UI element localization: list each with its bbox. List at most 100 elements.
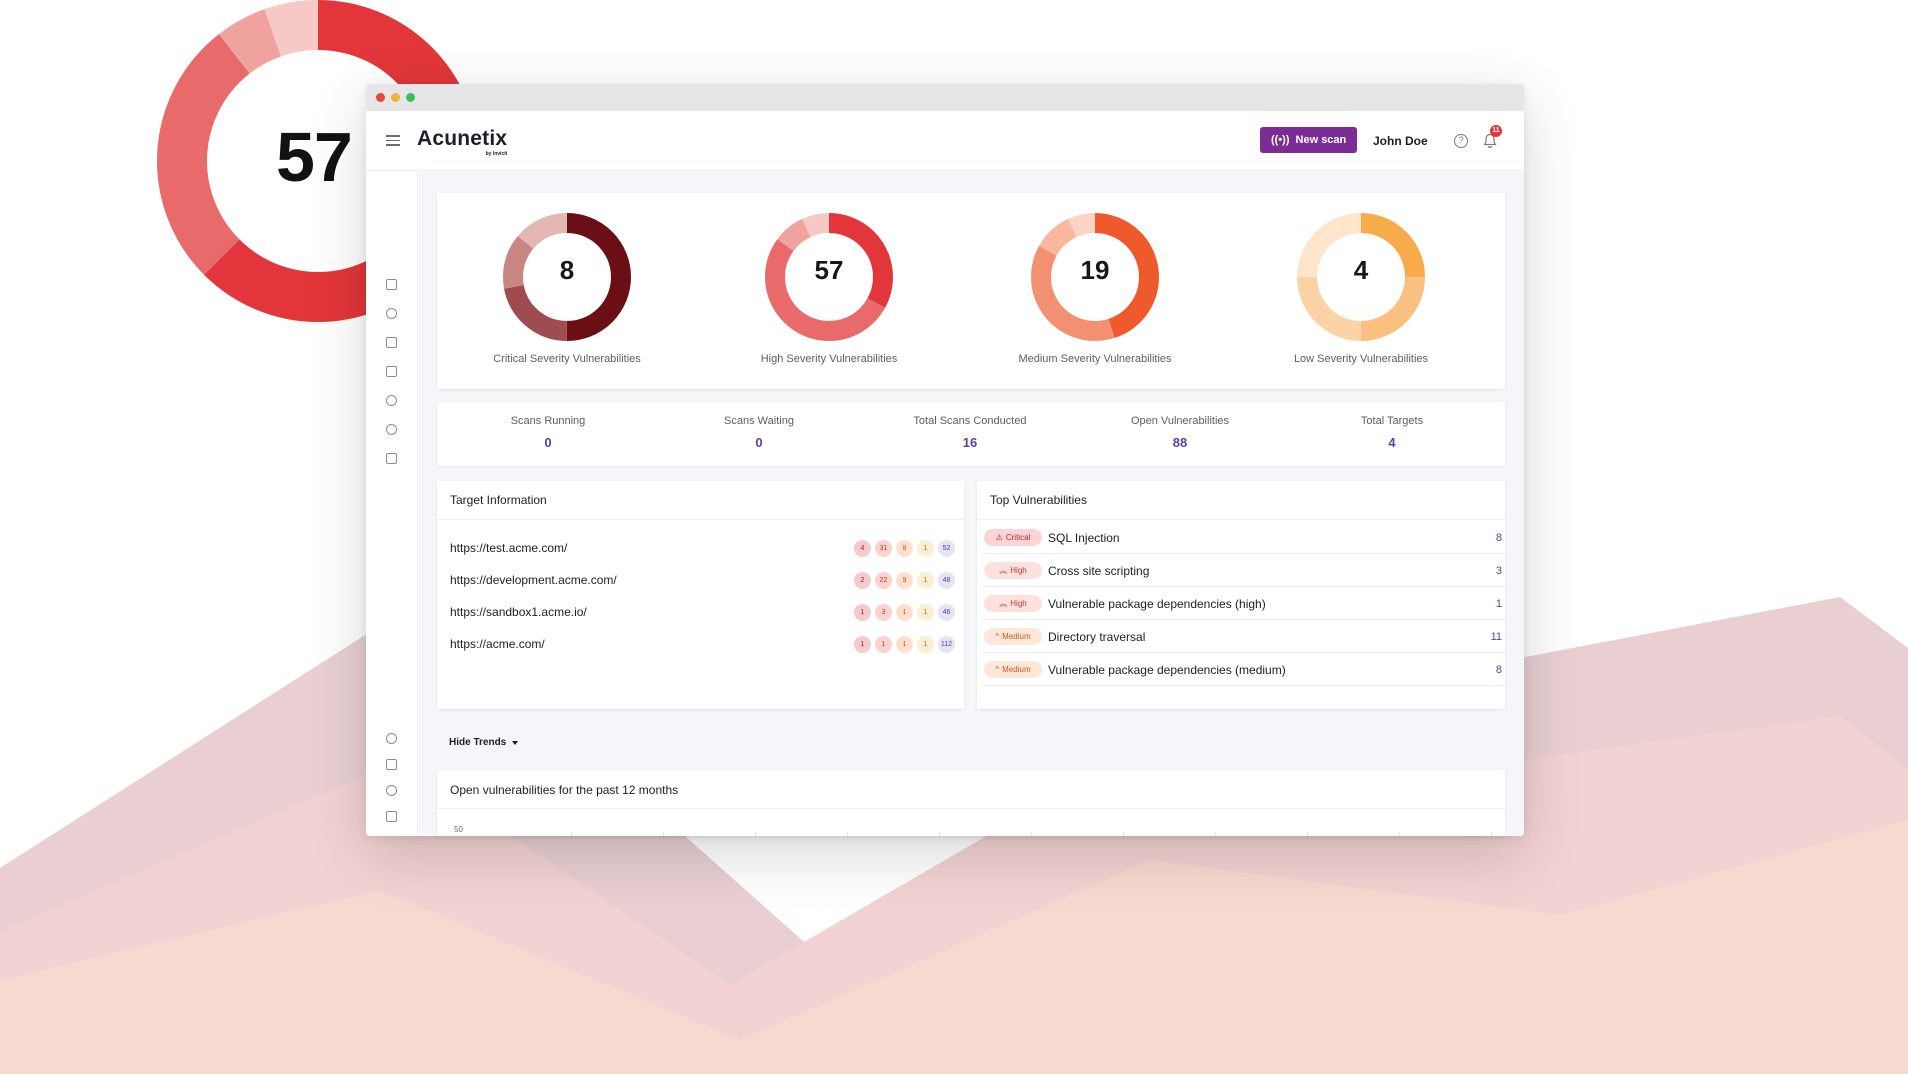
target-row[interactable]: https://development.acme.com/ 2 22 9 1 4… <box>450 569 955 591</box>
stat-scans-running[interactable]: Scans Running 0 <box>448 415 648 450</box>
medium-count: 19 <box>1080 255 1110 285</box>
vulnerability-row[interactable]: ^ Medium Vulnerable package dependencies… <box>982 654 1505 686</box>
low-severity-donut[interactable]: 4 Low Severity Vulnerabilities <box>1251 211 1471 365</box>
target-row[interactable]: https://acme.com/ 1 1 1 1 112 <box>450 633 955 655</box>
severity-badge-medium: ^ Medium <box>984 661 1042 678</box>
double-chevron-up-icon: ︽ <box>999 566 1008 575</box>
help-icon[interactable]: ? <box>1454 134 1468 148</box>
donut-segment <box>1297 213 1425 341</box>
dashboard-icon[interactable] <box>386 279 397 290</box>
caret-down-icon <box>512 740 519 745</box>
medium-label: Medium Severity Vulnerabilities <box>1018 353 1172 365</box>
vulnerability-name[interactable]: Directory traversal <box>1048 629 1146 644</box>
acunetix-logo[interactable]: Acunetix by Invicti <box>417 127 507 157</box>
stat-label: Total Scans Conducted <box>913 415 1027 427</box>
target-url[interactable]: https://test.acme.com/ <box>450 541 568 555</box>
stat-total-targets[interactable]: Total Targets 4 <box>1292 415 1492 450</box>
divider <box>437 808 1505 809</box>
scans-icon[interactable] <box>386 395 397 406</box>
users-icon[interactable] <box>386 424 397 435</box>
info-count-pill: 52 <box>938 539 955 557</box>
vulnerability-row[interactable]: ^ Medium Directory traversal 11 <box>982 621 1505 653</box>
calendar-icon[interactable] <box>386 811 397 822</box>
high-count-pill: 3 <box>875 603 892 621</box>
vulnerability-name[interactable]: Vulnerable package dependencies (medium) <box>1048 662 1286 677</box>
severity-badge-high: ︽ High <box>984 562 1042 579</box>
critical-severity-donut[interactable]: 8 Critical Severity Vulnerabilities <box>457 211 677 365</box>
close-window-dot[interactable] <box>376 93 385 102</box>
info-count-pill: 48 <box>938 571 955 589</box>
info-count-pill: 112 <box>938 635 955 653</box>
user-name[interactable]: John Doe <box>1373 134 1428 148</box>
vulnerability-row[interactable]: ︽ High Vulnerable package dependencies (… <box>982 588 1505 620</box>
info-count-pill: 46 <box>938 603 955 621</box>
high-count-pill: 31 <box>875 539 892 557</box>
vulnerability-count[interactable]: 1 <box>1495 597 1502 610</box>
target-row[interactable]: https://sandbox1.acme.io/ 1 3 1 1 46 <box>450 601 955 623</box>
donut-segment <box>765 213 893 341</box>
high-count-pill: 22 <box>875 571 892 589</box>
reports-icon[interactable] <box>386 453 397 464</box>
gridline <box>1491 832 1492 836</box>
severity-text: High <box>1010 599 1027 608</box>
vulnerability-row[interactable]: ⚠ Critical SQL Injection 8 <box>982 522 1505 554</box>
minimize-window-dot[interactable] <box>391 93 400 102</box>
vulnerability-name[interactable]: Cross site scripting <box>1048 563 1150 578</box>
low-count-pill: 1 <box>917 539 934 557</box>
target-row[interactable]: https://test.acme.com/ 4 31 8 1 52 <box>450 537 955 559</box>
window-titlebar <box>366 84 1524 111</box>
vulnerability-count[interactable]: 3 <box>1495 564 1502 577</box>
donut-segment <box>765 213 893 341</box>
clock-icon[interactable] <box>386 785 397 796</box>
hide-trends-toggle[interactable]: Hide Trends <box>449 737 519 748</box>
stat-label: Open Vulnerabilities <box>1130 415 1230 427</box>
high-severity-donut[interactable]: 57 High Severity Vulnerabilities <box>719 211 939 365</box>
hamburger-menu-icon[interactable] <box>386 135 400 146</box>
stat-value: 16 <box>962 435 978 450</box>
target-url[interactable]: https://development.acme.com/ <box>450 573 617 587</box>
vulnerability-row[interactable]: ︽ High Cross site scripting 3 <box>982 555 1505 587</box>
image-icon[interactable] <box>386 366 397 377</box>
medium-count-pill: 1 <box>896 635 913 653</box>
divider <box>977 519 1505 520</box>
edit-icon[interactable] <box>386 759 397 770</box>
warning-triangle-icon: ⚠ <box>995 533 1003 542</box>
maximize-window-dot[interactable] <box>406 93 415 102</box>
vulnerability-name[interactable]: Vulnerable package dependencies (high) <box>1048 596 1266 611</box>
severity-text: Medium <box>1002 632 1031 641</box>
vulnerabilities-icon[interactable] <box>386 337 397 348</box>
stat-total-scans[interactable]: Total Scans Conducted 16 <box>870 415 1070 450</box>
stat-value: 0 <box>755 435 763 450</box>
notification-count-badge: 11 <box>1490 125 1502 137</box>
vulnerability-name[interactable]: SQL Injection <box>1048 530 1120 545</box>
logo-subtext: by Invicti <box>485 151 508 157</box>
shield-icon[interactable] <box>386 733 397 744</box>
panel-title: Top Vulnerabilities <box>990 493 1087 507</box>
vulnerability-count[interactable]: 11 <box>1490 630 1502 643</box>
stat-open-vulnerabilities[interactable]: Open Vulnerabilities 88 <box>1080 415 1280 450</box>
critical-count-pill: 4 <box>854 539 871 557</box>
new-scan-button[interactable]: ((•)) New scan <box>1260 127 1358 153</box>
high-label: High Severity Vulnerabilities <box>760 353 898 365</box>
target-url[interactable]: https://sandbox1.acme.io/ <box>450 605 587 619</box>
y-axis-tick: 50 <box>454 825 463 834</box>
stat-label: Scans Waiting <box>724 415 794 427</box>
vulnerability-count[interactable]: 8 <box>1495 663 1502 676</box>
double-chevron-up-icon: ︽ <box>999 599 1008 608</box>
stat-scans-waiting[interactable]: Scans Waiting 0 <box>659 415 859 450</box>
chevron-up-icon: ^ <box>995 632 1000 641</box>
gridline <box>571 832 572 836</box>
vulnerability-count[interactable]: 8 <box>1495 531 1502 544</box>
targets-icon[interactable] <box>386 308 397 319</box>
donut-segment <box>1297 213 1425 341</box>
hide-trends-label: Hide Trends <box>449 737 507 748</box>
target-url[interactable]: https://acme.com/ <box>450 637 545 651</box>
trends-title: Open vulnerabilities for the past 12 mon… <box>450 783 679 797</box>
severity-text: Medium <box>1002 665 1031 674</box>
low-count-pill: 1 <box>917 635 934 653</box>
gridline <box>1215 832 1216 836</box>
medium-count-pill: 1 <box>896 603 913 621</box>
stat-value: 0 <box>544 435 552 450</box>
medium-severity-donut[interactable]: 19 Medium Severity Vulnerabilities <box>985 211 1205 365</box>
critical-count-pill: 1 <box>854 635 871 653</box>
